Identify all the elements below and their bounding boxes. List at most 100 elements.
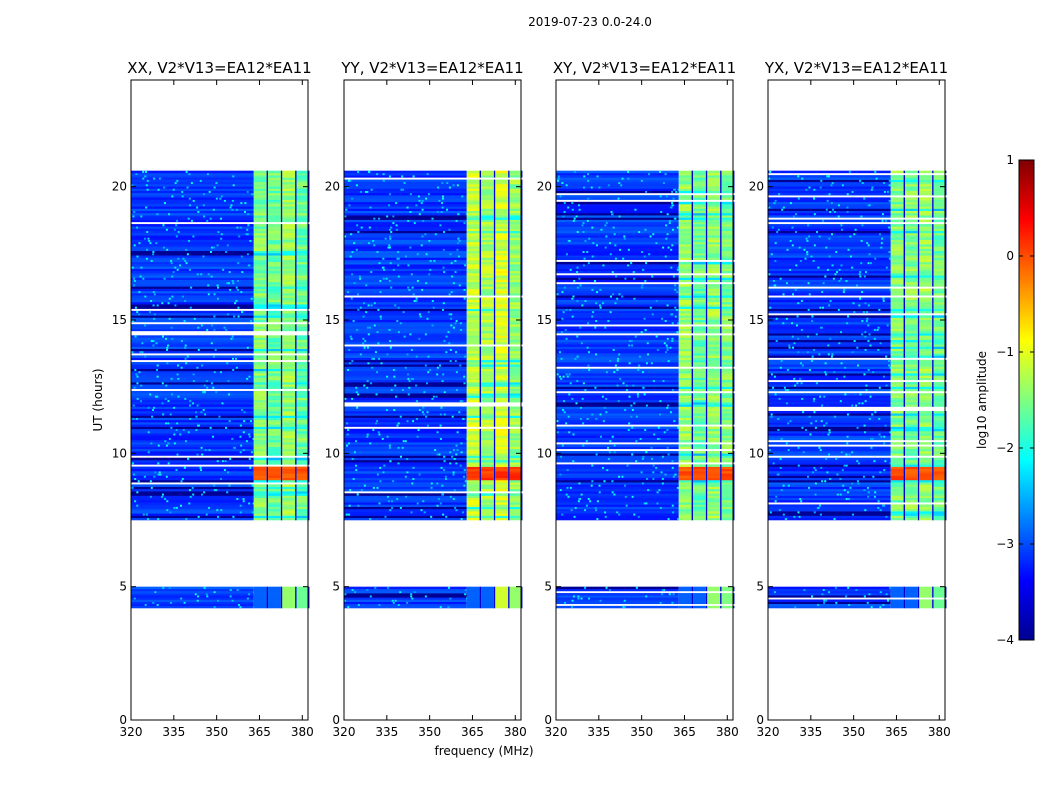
cell bbox=[678, 419, 692, 423]
cell bbox=[268, 453, 281, 456]
cell bbox=[282, 228, 296, 232]
cell bbox=[721, 439, 733, 443]
cell bbox=[479, 330, 482, 334]
cell bbox=[280, 206, 283, 209]
cell bbox=[131, 410, 254, 414]
cell bbox=[691, 437, 694, 441]
cell bbox=[344, 326, 467, 329]
cell bbox=[509, 215, 521, 218]
cell bbox=[362, 301, 365, 305]
cell bbox=[521, 397, 523, 401]
cell bbox=[602, 419, 605, 423]
cell bbox=[449, 451, 452, 454]
cell bbox=[721, 459, 733, 463]
cell bbox=[556, 495, 679, 499]
cell bbox=[344, 428, 467, 432]
cell bbox=[678, 335, 692, 338]
cell bbox=[707, 341, 721, 345]
cell bbox=[521, 221, 523, 225]
cell bbox=[344, 293, 467, 296]
cell bbox=[481, 230, 494, 234]
cell bbox=[213, 605, 216, 608]
cell bbox=[344, 433, 467, 436]
cell bbox=[556, 475, 679, 479]
cell bbox=[466, 313, 480, 316]
cell bbox=[280, 172, 283, 176]
cell bbox=[707, 422, 721, 425]
cell bbox=[556, 593, 679, 596]
cell bbox=[521, 321, 523, 325]
cell bbox=[280, 588, 283, 592]
cell bbox=[479, 379, 482, 383]
cell bbox=[493, 410, 496, 414]
cell bbox=[411, 482, 414, 485]
cell bbox=[521, 277, 523, 280]
cell bbox=[495, 317, 509, 321]
cell bbox=[217, 286, 220, 289]
cell bbox=[509, 373, 521, 376]
cell bbox=[426, 172, 429, 176]
cell bbox=[479, 217, 482, 220]
cell bbox=[509, 395, 521, 398]
cell bbox=[295, 486, 297, 490]
cell bbox=[451, 455, 454, 458]
cell bbox=[479, 170, 482, 174]
cell bbox=[705, 495, 708, 499]
cell bbox=[282, 288, 296, 292]
cell bbox=[569, 486, 572, 489]
cell bbox=[234, 301, 237, 305]
cell bbox=[282, 453, 296, 456]
cell bbox=[495, 459, 509, 463]
cell bbox=[614, 364, 617, 367]
cell bbox=[508, 184, 510, 187]
cell bbox=[280, 513, 283, 516]
cell bbox=[131, 588, 254, 592]
cell bbox=[296, 172, 308, 176]
cell bbox=[268, 586, 281, 590]
cell bbox=[521, 593, 523, 596]
cell bbox=[166, 499, 169, 503]
cell bbox=[495, 172, 509, 176]
cell bbox=[353, 451, 356, 454]
cell bbox=[720, 326, 722, 329]
cell bbox=[268, 437, 281, 441]
cell bbox=[661, 588, 664, 591]
cell bbox=[189, 404, 192, 407]
cell bbox=[721, 386, 733, 390]
cell bbox=[266, 237, 269, 240]
cell bbox=[131, 217, 254, 220]
cell bbox=[280, 497, 283, 501]
cell bbox=[366, 386, 369, 389]
cell bbox=[374, 350, 377, 354]
cell bbox=[479, 324, 482, 327]
cell bbox=[481, 430, 494, 434]
cell bbox=[266, 337, 269, 341]
cell bbox=[466, 210, 480, 214]
cell bbox=[136, 226, 139, 229]
cell bbox=[493, 288, 496, 292]
cell bbox=[720, 493, 722, 496]
cell bbox=[266, 497, 269, 501]
cell bbox=[239, 511, 242, 514]
cell bbox=[577, 595, 580, 598]
cell bbox=[266, 408, 269, 412]
cell bbox=[720, 339, 722, 343]
cell bbox=[200, 446, 203, 449]
cell bbox=[493, 417, 496, 421]
cell bbox=[308, 433, 310, 436]
cell bbox=[141, 350, 144, 354]
cell bbox=[493, 593, 496, 596]
cell bbox=[495, 442, 509, 445]
cell bbox=[253, 437, 267, 441]
cell bbox=[479, 179, 482, 183]
cell bbox=[131, 257, 254, 260]
cell bbox=[247, 264, 250, 267]
cell bbox=[131, 433, 254, 436]
cell bbox=[636, 395, 639, 398]
cell bbox=[481, 424, 494, 427]
cell bbox=[131, 335, 254, 338]
cell bbox=[308, 459, 310, 463]
cell bbox=[253, 230, 267, 234]
cell bbox=[268, 197, 281, 200]
cell bbox=[357, 504, 360, 507]
